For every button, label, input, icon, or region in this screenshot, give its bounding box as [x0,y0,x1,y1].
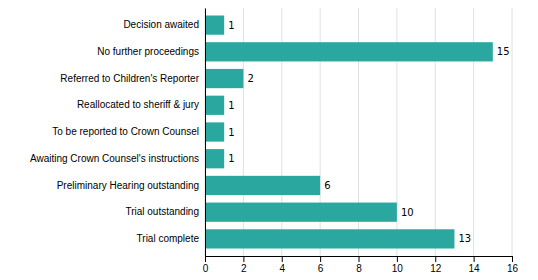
x-tick-mark [282,256,283,262]
data-label: 13 [458,233,471,244]
x-tick-mark [320,256,321,262]
bar [205,42,493,61]
x-tick: 4 [279,256,285,274]
data-label: 1 [228,153,234,164]
y-axis: Trial complete Trial outstanding Prelimina… [30,9,206,257]
x-tick-label: 6 [318,263,324,274]
x-tick-label: 10 [392,263,404,274]
chart: 0246810121416Trial completeTrial outstan… [0,0,538,280]
bar [205,69,243,88]
bar [205,122,224,141]
bar [205,96,224,115]
x-tick-mark [359,256,360,262]
x-tick-label: 14 [469,263,481,274]
y-tick: Decision awaited [123,19,199,30]
chart-container: 0246810121416Trial completeTrial outstan… [0,0,538,280]
x-tick-label: 0 [203,263,209,274]
x-tick: 6 [318,256,324,274]
x-tick: 2 [241,256,247,274]
x-tick-mark [243,256,244,262]
bar [205,203,397,222]
bar [205,229,454,248]
x-tick-label: 4 [279,263,285,274]
data-label: 10 [401,207,414,218]
y-tick: Awaiting Crown Counsel's instructions [30,153,199,164]
y-axis-line [205,9,206,257]
y-tick-label: Preliminary Hearing outstanding [57,180,199,191]
bar [205,176,320,195]
bars [205,15,493,248]
x-tick: 10 [392,256,404,274]
y-tick-label: No further proceedings [97,46,199,57]
data-label: 1 [228,20,234,31]
x-tick-label: 8 [356,263,362,274]
y-tick-label: Trial outstanding [125,206,199,217]
x-axis: 0 2 4 6 8 10 12 14 16 [203,256,519,274]
data-label: 1 [228,127,234,138]
x-tick: 16 [507,256,519,274]
x-axis-line [206,257,513,263]
bar [205,15,224,34]
y-tick: Referred to Children's Reporter [60,73,199,84]
x-tick: 12 [430,256,442,274]
grid [205,8,512,256]
x-tick: 8 [356,256,362,274]
x-tick-mark [474,256,475,262]
x-tick-mark [512,256,513,262]
data-label: 2 [247,73,253,84]
y-tick-label: Decision awaited [123,19,199,30]
data-label: 1 [228,100,234,111]
y-tick: To be reported to Crown Counsel [52,126,199,137]
y-tick-label: Trial complete [137,233,200,244]
bar [205,149,224,168]
grid-line [512,8,513,256]
y-tick: Trial outstanding [125,206,199,217]
y-tick: Reallocated to sheriff & jury [77,99,199,110]
y-tick-label: Referred to Children's Reporter [60,73,199,84]
x-tick-label: 12 [430,263,442,274]
x-tick-label: 16 [507,263,519,274]
grid-line [205,8,206,256]
plot: 0246810121416Trial completeTrial outstan… [30,8,519,274]
x-tick-mark [435,256,436,262]
y-tick: Trial complete [137,233,200,244]
x-tick-mark [397,256,398,262]
x-tick: 0 [203,256,209,274]
data-labels: 13 10 6 1 1 1 2 15 1 [228,20,509,245]
x-tick-mark [205,256,206,262]
y-tick-label: To be reported to Crown Counsel [52,126,199,137]
y-tick: No further proceedings [97,46,199,57]
x-tick-label: 2 [241,263,247,274]
y-tick: Preliminary Hearing outstanding [57,180,199,191]
data-label: 6 [324,180,330,191]
y-tick-label: Awaiting Crown Counsel's instructions [30,153,199,164]
y-tick-label: Reallocated to sheriff & jury [77,99,199,110]
x-tick: 14 [469,256,481,274]
data-label: 15 [497,46,510,57]
